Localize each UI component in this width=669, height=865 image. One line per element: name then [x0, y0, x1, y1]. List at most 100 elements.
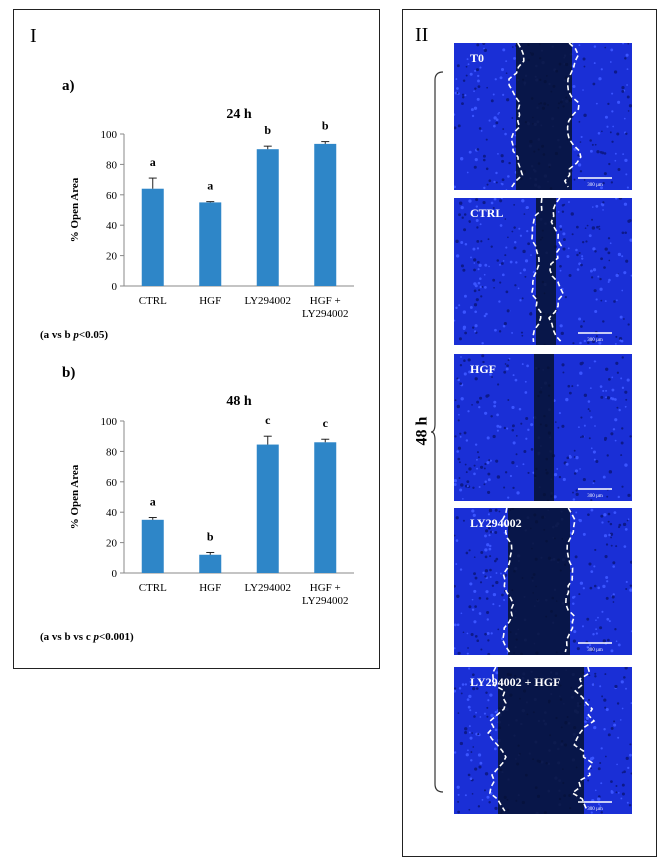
cell-dot: [606, 495, 609, 498]
cell-dot: [527, 428, 530, 432]
cell-dot: [599, 626, 603, 630]
cell-dot: [629, 588, 632, 592]
cell-dot: [487, 513, 491, 516]
cell-dot: [620, 441, 624, 445]
cell-dot: [530, 448, 534, 451]
cell-dot: [474, 87, 477, 90]
cell-dot: [579, 371, 583, 375]
cell-dot: [611, 376, 614, 379]
cell-dot: [621, 289, 624, 292]
cell-dot: [591, 683, 595, 686]
cell-dot: [508, 357, 511, 360]
cell-dot: [592, 482, 595, 484]
x-tick-label: LY294002: [302, 595, 349, 605]
note-p: p: [73, 329, 79, 341]
cell-dot: [623, 202, 628, 206]
cell-dot: [610, 544, 613, 547]
significance-letter: a: [150, 155, 156, 169]
cell-dot: [592, 450, 596, 454]
y-tick-label: 60: [106, 477, 118, 489]
cell-dot: [513, 203, 516, 206]
cell-dot: [481, 799, 484, 801]
cell-dot: [591, 218, 594, 221]
cell-dot: [499, 281, 502, 284]
cell-dot: [476, 239, 480, 243]
cell-dot: [553, 473, 558, 477]
panel-I-label: I: [30, 25, 37, 47]
cell-dot: [608, 259, 611, 262]
cell-dot: [573, 178, 576, 181]
note-suffix: <0.001): [98, 631, 134, 643]
cell-dot: [486, 436, 490, 440]
cell-dot: [512, 486, 515, 490]
cell-dot: [482, 571, 485, 574]
cell-dot: [576, 253, 579, 257]
cell-dot: [553, 495, 557, 499]
cell-dot: [579, 581, 584, 585]
cell-dot: [620, 454, 623, 457]
cell-dot: [593, 726, 597, 730]
cell-dot: [568, 274, 572, 277]
cell-dot: [513, 246, 517, 250]
cell-dot: [506, 427, 509, 430]
cell-dot: [494, 518, 496, 521]
cell-dot: [616, 702, 620, 705]
cell-dot: [591, 143, 594, 146]
cell-dot: [589, 139, 592, 142]
cell-dot: [454, 185, 457, 189]
cell-dot: [457, 800, 460, 803]
cell-dot: [461, 102, 464, 106]
cell-dot: [494, 710, 498, 714]
cell-dot: [616, 132, 620, 136]
significance-letter: c: [323, 416, 329, 430]
cell-dot: [486, 461, 490, 465]
cell-dot: [524, 275, 527, 278]
cell-dot: [593, 565, 596, 568]
cell-dot: [590, 416, 593, 419]
cell-dot: [628, 753, 632, 757]
cell-dot: [621, 90, 625, 93]
cell-dot: [488, 119, 491, 122]
cell-dot: [584, 720, 587, 723]
cell-dot: [559, 264, 562, 268]
cell-dot: [497, 628, 500, 631]
cell-dot: [523, 268, 527, 272]
cell-dot: [512, 441, 516, 445]
cell-dot: [492, 278, 496, 282]
cell-dot: [477, 79, 480, 83]
cell-dot: [454, 113, 456, 116]
cell-dot: [608, 378, 611, 381]
cell-dot: [614, 684, 618, 689]
cell-dot: [472, 326, 475, 329]
cell-dot: [485, 590, 489, 594]
cell-dot: [580, 416, 583, 419]
cell-dot: [611, 140, 614, 143]
x-tick-label: HGF +: [310, 582, 341, 594]
cell-dot: [493, 180, 496, 184]
cell-dot: [617, 252, 622, 257]
cell-dot: [627, 219, 631, 223]
cell-dot: [468, 549, 471, 552]
cell-dot: [493, 116, 497, 120]
cell-dot: [572, 84, 576, 89]
cell-dot: [484, 569, 489, 573]
micrograph-label: LY294002: [470, 516, 522, 530]
cell-dot: [614, 159, 617, 162]
micrograph-image: 300 µm: [454, 198, 632, 345]
cell-dot: [624, 57, 627, 60]
cell-dot: [472, 486, 475, 489]
cell-dot: [567, 247, 570, 250]
cell-dot: [598, 341, 602, 345]
cell-dot: [475, 687, 479, 690]
cell-dot: [460, 692, 463, 695]
cell-dot: [592, 247, 596, 251]
cell-dot: [471, 608, 475, 612]
cell-dot: [467, 773, 471, 777]
cell-dot: [616, 406, 619, 409]
cell-dot: [505, 60, 508, 63]
cell-dot: [482, 158, 486, 162]
cell-dot: [600, 811, 603, 814]
cell-dot: [456, 404, 461, 409]
cell-dot: [523, 213, 526, 215]
scale-bar-label: 300 µm: [587, 807, 603, 812]
